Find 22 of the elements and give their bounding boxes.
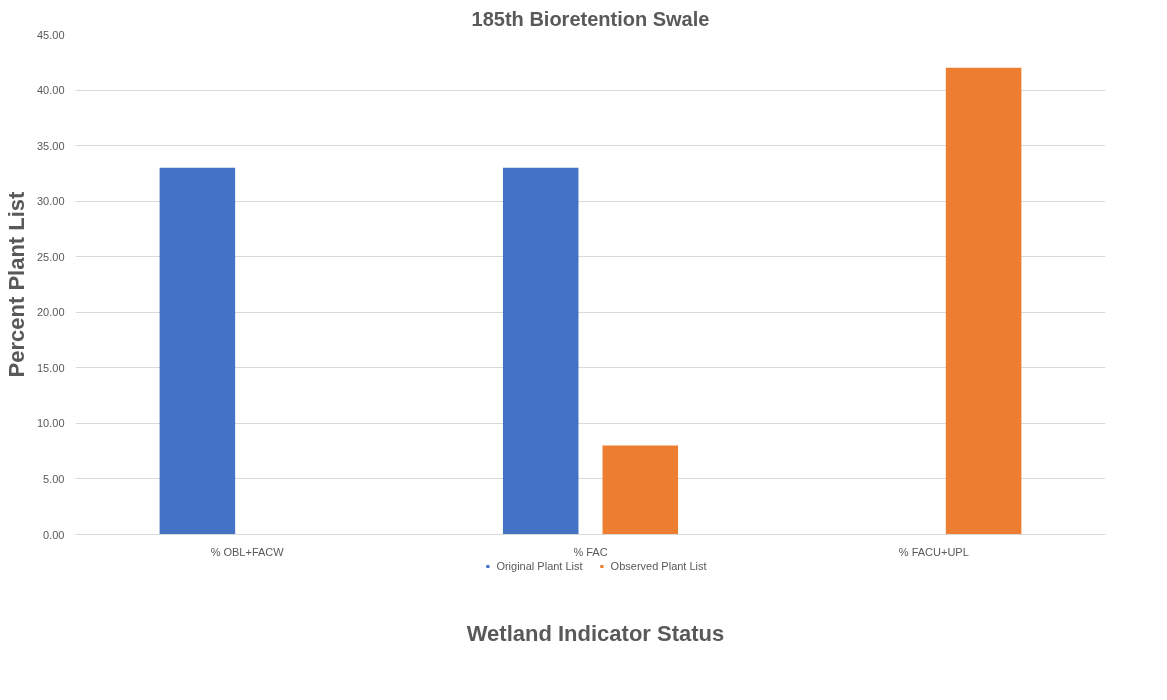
x-tick-label: % FAC [573, 545, 608, 558]
x-tick-label: % FACU+UPL [898, 545, 969, 558]
y-tick-label: 25.00 [36, 250, 65, 263]
y-axis-title: Percent Plant List [3, 190, 29, 378]
y-tick-label: 30.00 [36, 195, 65, 208]
bar [945, 67, 1022, 535]
y-tick-label: 45.00 [36, 28, 65, 41]
y-tick-label: 20.00 [36, 306, 65, 319]
y-tick-label: 15.00 [36, 361, 65, 374]
legend-label: Observed Plant List [610, 560, 707, 572]
y-tick-label: 0.00 [43, 528, 65, 541]
y-tick-label: 35.00 [36, 139, 65, 152]
x-axis-title: Wetland Indicator Status [466, 620, 725, 646]
chart-title: 185th Bioretention Swale [471, 7, 710, 30]
y-tick-label: 40.00 [36, 84, 65, 97]
x-tick-label: % OBL+FACW [210, 545, 285, 558]
bar [602, 445, 679, 535]
y-tick-label: 5.00 [43, 472, 65, 485]
bar [502, 167, 579, 535]
y-tick-label: 10.00 [36, 417, 65, 430]
bar [159, 167, 236, 535]
legend-label: Original Plant List [496, 560, 583, 572]
